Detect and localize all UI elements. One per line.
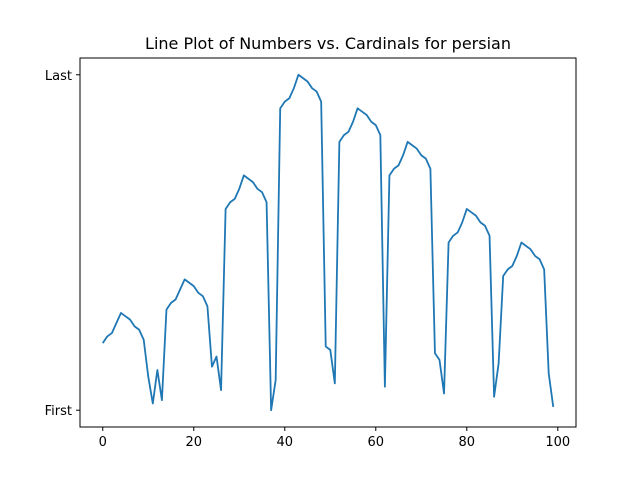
series-line-0 <box>102 73 555 412</box>
chart-title: Line Plot of Numbers vs. Cardinals for p… <box>145 34 511 53</box>
x-tick-label: 100 <box>545 435 570 450</box>
x-tick-label: 40 <box>276 435 293 450</box>
y-tick-label: First <box>45 404 72 419</box>
x-tick-label: 80 <box>459 435 476 450</box>
y-tick-label: Last <box>45 69 72 84</box>
axes-frame <box>79 57 577 428</box>
plot-area <box>102 73 555 412</box>
y-axis: First Last <box>45 69 80 419</box>
x-axis: 0 20 40 60 80 100 <box>99 427 570 450</box>
x-tick-label: 0 <box>99 435 107 450</box>
x-tick-label: 60 <box>368 435 385 450</box>
x-tick-label: 20 <box>185 435 202 450</box>
